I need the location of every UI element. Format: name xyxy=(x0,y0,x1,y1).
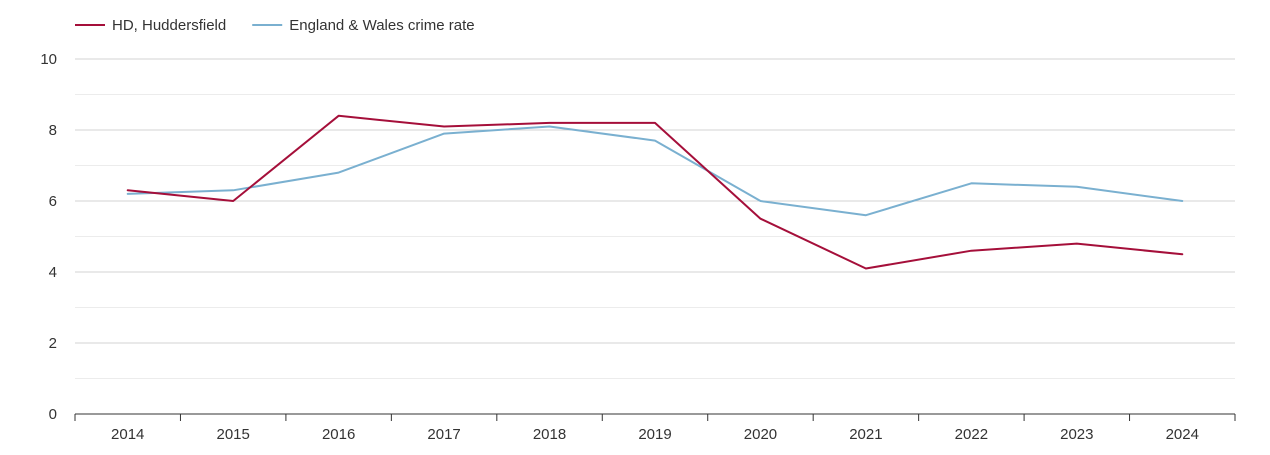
x-tick-label: 2021 xyxy=(849,426,882,443)
y-tick-label: 4 xyxy=(49,264,57,281)
series-layer xyxy=(126,114,1184,270)
x-tick-label: 2016 xyxy=(322,426,355,443)
x-tick-label: 2020 xyxy=(744,426,777,443)
axis-layer: 0 2 4 6 8 10 2014 2015 2016 2017 2018 2019 2020 2021 2… xyxy=(40,51,1236,443)
y-tick-label: 10 xyxy=(40,51,57,68)
x-tick-label: 2018 xyxy=(533,426,566,443)
y-tick-label: 0 xyxy=(49,406,57,423)
grid-layer xyxy=(75,58,1235,379)
x-tick-label: 2019 xyxy=(638,426,671,443)
legend-label-england-wales-crime-rate: England & Wales crime rate xyxy=(289,17,474,34)
x-tick-label: 2024 xyxy=(1166,426,1199,443)
y-tick-label: 6 xyxy=(49,193,57,210)
series-line-hd-huddersfield xyxy=(126,114,1184,270)
x-tick-label: 2014 xyxy=(111,426,144,443)
legend: HD, Huddersfield England & Wales crime ra… xyxy=(75,17,475,34)
x-tick-label: 2023 xyxy=(1060,426,1093,443)
x-tick-label: 2015 xyxy=(216,426,249,443)
x-tick-label: 2022 xyxy=(955,426,988,443)
series-line-england-wales-crime-rate xyxy=(126,125,1184,217)
y-tick-label: 8 xyxy=(49,122,57,139)
x-tick-label: 2017 xyxy=(427,426,460,443)
legend-label-hd-huddersfield: HD, Huddersfield xyxy=(112,17,226,34)
y-tick-label: 2 xyxy=(49,335,57,352)
